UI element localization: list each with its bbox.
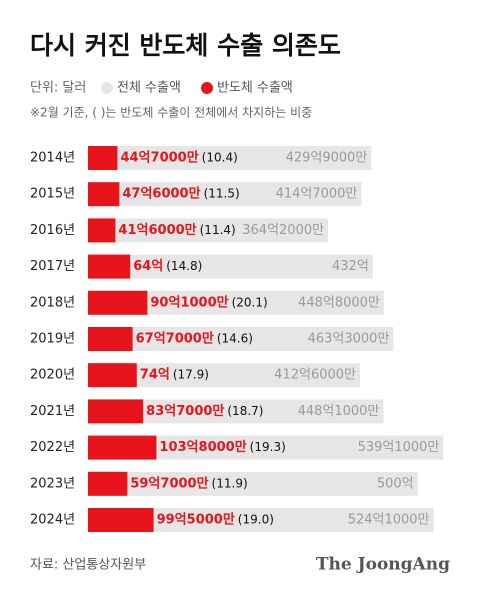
legend-swatch [201,82,213,94]
value-label: 432억 [332,259,369,274]
share-label: (11.5) [204,187,240,201]
value-label: 67억7000만 [136,331,214,347]
value-label: 539억1000만 [358,440,440,455]
bar [88,218,116,243]
value-label: 463억3000만 [308,332,390,347]
y-tick-label: 2019년 [30,332,75,347]
y-tick-label: 2015년 [30,187,75,202]
chart-title: 다시 커진 반도체 수출 의존도 [30,31,341,60]
y-tick-label: 2022년 [30,440,75,455]
value-label: 74억 [140,368,170,383]
bar [88,435,157,460]
share-label: (18.7) [227,404,263,418]
share-label: (14.6) [217,332,253,346]
value-label: 44억7000만 [120,150,198,166]
source: 자료: 산업통상자원부 [30,558,146,573]
bar [88,182,120,207]
value-label: 414억7000만 [276,187,358,202]
bar [88,146,118,170]
bar [88,399,144,424]
legend-swatch [101,82,113,94]
value-label: 99억5000만 [157,512,235,528]
share-label: (11.4) [200,223,236,237]
value-label: 41억6000만 [118,222,196,238]
value-label: 83억7000만 [146,403,224,419]
value-label: 429억9000만 [286,151,368,166]
value-label: 364억2000만 [242,223,324,238]
y-tick-label: 2014년 [30,151,75,166]
y-tick-label: 2016년 [30,223,75,238]
bar [88,182,362,207]
share-label: (19.3) [250,440,286,454]
value-label: 90억1000만 [150,294,228,310]
bar [88,254,131,279]
share-label: (20.1) [232,295,268,309]
bar [88,218,329,243]
share-label: (19.0) [238,513,274,527]
legend-label: 전체 수출액 [117,81,181,96]
bar [88,254,373,279]
bar [88,471,128,496]
y-tick-label: 2020년 [30,368,75,383]
bar [88,363,137,388]
unit-label: 단위: 달러 [30,81,86,96]
share-label: (11.9) [212,476,248,490]
bar [88,290,148,315]
bar [88,327,133,351]
note: ※2월 기준, ( )는 반도체 수출이 전체에서 차지하는 비중 [30,106,312,120]
brand: The JoongAng [316,555,450,575]
y-tick-label: 2021년 [30,404,75,419]
y-tick-label: 2017년 [30,259,75,274]
value-label: 103억8000만 [159,439,246,455]
y-tick-label: 2024년 [30,513,75,528]
bar [88,471,418,496]
bar [88,508,154,532]
value-label: 64억 [133,259,163,274]
value-label: 448억8000만 [298,295,380,310]
value-label: 500억 [377,476,414,491]
share-label: (17.9) [173,368,209,382]
share-label: (14.8) [166,259,202,273]
y-tick-label: 2023년 [30,476,75,491]
bar [88,146,372,170]
value-label: 59억7000만 [130,475,208,491]
value-label: 448억1000만 [298,404,380,419]
share-label: (10.4) [202,151,238,165]
y-tick-label: 2018년 [30,295,75,310]
value-label: 47억6000만 [122,186,200,202]
bar [88,327,394,351]
value-label: 412억6000만 [274,368,356,383]
value-label: 524억1000만 [348,513,430,528]
legend-label: 반도체 수출액 [217,81,293,96]
